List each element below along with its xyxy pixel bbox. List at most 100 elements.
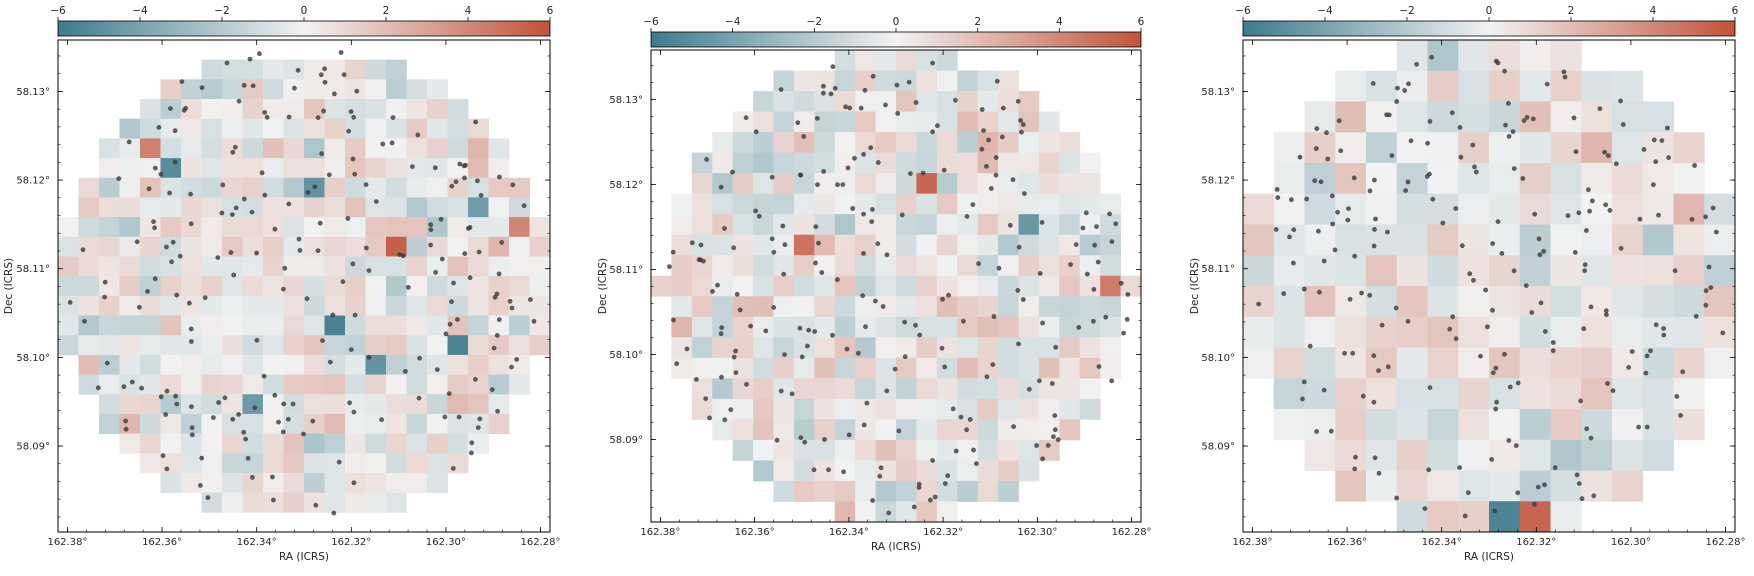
source-point <box>257 51 262 57</box>
heatmap-cell <box>1612 286 1644 318</box>
source-point <box>1274 187 1280 192</box>
heatmap-cell <box>834 50 856 71</box>
source-point <box>1511 268 1517 274</box>
source-point <box>1301 286 1307 292</box>
heatmap-cell <box>875 234 897 256</box>
heatmap-cell <box>977 296 999 318</box>
heatmap-cell <box>99 394 120 415</box>
source-point <box>231 272 237 278</box>
heatmap-cell <box>1335 316 1367 348</box>
source-point <box>1703 302 1709 308</box>
heatmap-cell <box>936 480 958 502</box>
source-point <box>1674 394 1680 399</box>
heatmap-cell <box>345 138 366 159</box>
heatmap-cell <box>977 480 999 502</box>
source-point <box>1511 166 1517 172</box>
heatmap-cell <box>712 193 734 215</box>
source-point <box>694 377 699 382</box>
heatmap-cell <box>773 439 795 461</box>
heatmap-cell <box>447 138 469 159</box>
heatmap-cell <box>1581 132 1613 164</box>
heatmap-cell <box>834 152 856 174</box>
source-point <box>1125 292 1131 297</box>
heatmap-cell <box>957 214 979 236</box>
source-point <box>1538 300 1544 306</box>
source-point <box>819 270 825 275</box>
source-point <box>220 182 226 188</box>
source-point <box>1256 301 1262 307</box>
source-point <box>763 328 769 334</box>
heatmap-cell <box>773 460 795 482</box>
heatmap-cell <box>488 413 510 434</box>
heatmap-cell <box>119 315 141 336</box>
source-point <box>352 171 358 177</box>
source-point <box>219 210 225 216</box>
source-point <box>894 82 900 88</box>
heatmap-cell <box>793 111 815 133</box>
source-point <box>285 416 291 422</box>
source-point <box>331 510 337 516</box>
source-point <box>999 134 1005 140</box>
source-point <box>410 164 415 170</box>
heatmap-cell <box>447 413 469 434</box>
heatmap-cell <box>896 357 917 379</box>
source-point <box>971 447 976 453</box>
source-point <box>390 115 396 120</box>
heatmap-cell <box>324 99 346 120</box>
source-point <box>102 294 107 300</box>
heatmap-cell <box>222 276 243 297</box>
heatmap-cell <box>140 394 161 415</box>
heatmap-cell <box>181 217 202 238</box>
heatmap-cell <box>712 296 734 318</box>
source-point <box>743 115 749 121</box>
source-point <box>415 132 421 138</box>
heatmap-cell <box>345 158 366 179</box>
heatmap-cell <box>753 152 774 174</box>
heatmap-cell <box>936 255 958 277</box>
heatmap-cell <box>488 177 510 198</box>
heatmap-cell <box>1059 275 1081 297</box>
source-point <box>1597 106 1603 112</box>
source-point <box>946 292 951 298</box>
source-point <box>476 249 482 255</box>
source-point <box>832 85 838 91</box>
heatmap-cell <box>1489 193 1521 225</box>
heatmap-cell <box>242 276 264 297</box>
heatmap-cell <box>406 79 428 100</box>
heatmap-cell <box>99 315 120 336</box>
source-point <box>1458 154 1464 160</box>
source-point <box>1427 171 1432 177</box>
heatmap-cell <box>1243 286 1275 318</box>
source-point <box>1651 182 1656 188</box>
heatmap-cell <box>78 315 100 336</box>
source-point <box>1661 332 1667 338</box>
heatmap-cell <box>119 118 141 139</box>
heatmap-cell <box>99 413 120 434</box>
heatmap-cell <box>916 91 938 112</box>
source-point <box>840 182 846 188</box>
source-point <box>795 120 801 126</box>
source-point <box>1317 289 1322 295</box>
heatmap-cell <box>916 193 938 215</box>
heatmap-cell <box>1243 224 1275 256</box>
heatmap-cell <box>427 374 448 395</box>
heatmap-cell <box>406 394 428 415</box>
heatmap-cell <box>834 234 856 256</box>
heatmap-cell <box>427 354 448 375</box>
source-point <box>254 337 260 343</box>
heatmap-cell <box>1059 193 1081 215</box>
heatmap-cell <box>1581 409 1613 441</box>
heatmap-cell <box>1273 316 1305 348</box>
heatmap-cell <box>1018 132 1040 154</box>
y-tick-label: 58.13° <box>1201 87 1235 98</box>
source-point <box>782 242 788 248</box>
heatmap-cell <box>855 480 876 502</box>
source-point <box>1291 260 1296 266</box>
source-point <box>1109 378 1115 384</box>
source-point <box>1314 126 1320 131</box>
heatmap-cell <box>753 337 774 359</box>
heatmap-cell <box>447 276 469 297</box>
source-point <box>961 318 966 324</box>
heatmap-cell <box>201 295 223 316</box>
heatmap-cell <box>896 398 917 420</box>
